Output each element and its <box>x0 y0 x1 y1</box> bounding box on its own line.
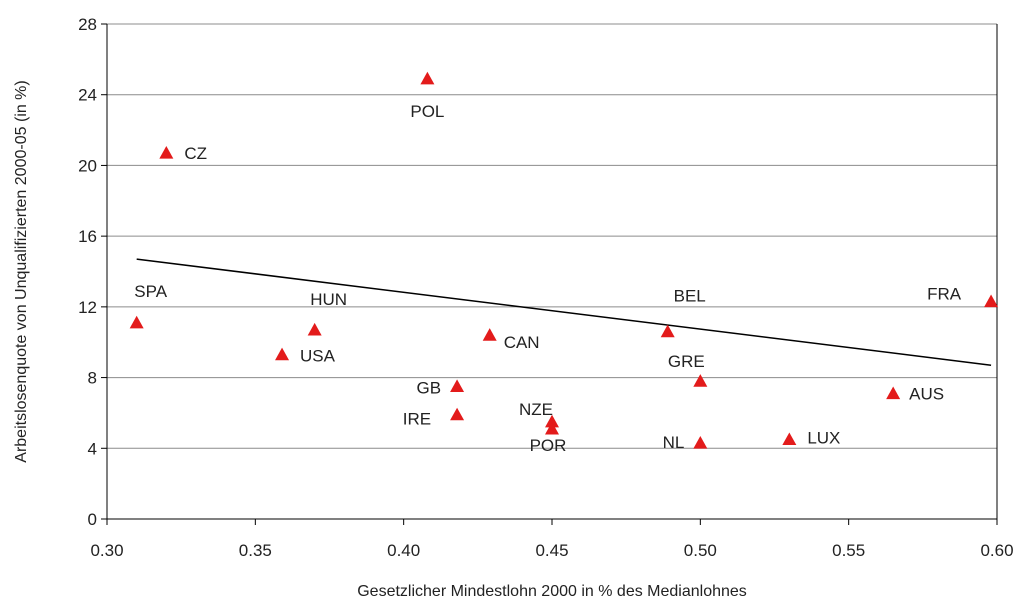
x-tick-label: 0.30 <box>90 541 123 560</box>
point-label-nl: NL <box>663 433 685 452</box>
y-axis-label: Arbeitslosenquote von Unqualifizierten 2… <box>13 80 30 462</box>
y-axis-ticks: 0 4 8 12 16 20 24 28 <box>78 15 107 529</box>
point-label-can: CAN <box>504 333 540 352</box>
data-point-hun <box>307 322 322 336</box>
y-tick-label: 28 <box>78 15 97 34</box>
data-point-ire <box>450 407 465 421</box>
y-tick-label: 20 <box>78 156 97 175</box>
x-tick-label: 0.40 <box>387 541 420 560</box>
data-point-can <box>482 328 497 341</box>
point-label-aus: AUS <box>909 384 944 403</box>
y-tick-label: 12 <box>78 298 97 317</box>
y-tick-label: 8 <box>88 369 97 388</box>
grid-lines <box>107 23 997 449</box>
point-label-fra: FRA <box>927 285 962 304</box>
x-tick-label: 0.45 <box>535 541 568 560</box>
data-point-nze <box>545 414 559 428</box>
data-point-lux <box>782 432 797 446</box>
data-point-usa <box>275 347 290 361</box>
data-point-spa <box>129 315 144 329</box>
point-label-usa: USA <box>300 347 336 366</box>
point-label-spa: SPA <box>134 282 167 301</box>
point-label-nze: NZE <box>519 400 553 419</box>
point-label-ire: IRE <box>403 410 431 429</box>
x-tick-label: 0.60 <box>980 541 1013 560</box>
point-label-hun: HUN <box>310 290 347 309</box>
point-label-por: POR <box>530 436 567 455</box>
y-tick-label: 16 <box>78 227 97 246</box>
point-label-pol: POL <box>410 102 444 121</box>
y-tick-label: 24 <box>78 86 97 105</box>
y-tick-label: 0 <box>88 510 97 529</box>
data-point-por <box>545 421 559 435</box>
point-label-cz: CZ <box>184 144 207 163</box>
data-point-bel <box>660 324 675 338</box>
data-point-gre <box>693 374 708 387</box>
y-tick-label: 4 <box>88 439 97 458</box>
x-axis-ticks: 0.30 0.35 0.40 0.45 0.50 0.55 0.60 <box>90 519 1014 560</box>
data-point-nl <box>693 435 708 449</box>
x-tick-label: 0.35 <box>239 541 272 560</box>
data-point-cz <box>159 146 174 159</box>
trend-line <box>136 258 992 366</box>
data-point-fra <box>984 294 999 308</box>
point-label-gre: GRE <box>668 352 705 371</box>
x-tick-label: 0.55 <box>832 541 865 560</box>
data-point-gb <box>450 379 465 393</box>
data-point-aus <box>886 386 901 400</box>
data-points: POL CZ SPA HUN USA CAN BEL FRA GRE GB AUS IRE NZE POR… <box>129 71 999 455</box>
point-label-gb: GB <box>417 378 442 397</box>
point-label-bel: BEL <box>674 287 706 306</box>
data-point-pol <box>420 71 435 85</box>
point-label-lux: LUX <box>807 428 840 447</box>
x-axis-label: Gesetzlicher Mindestlohn 2000 in % des M… <box>357 583 747 600</box>
x-tick-label: 0.50 <box>684 541 717 560</box>
